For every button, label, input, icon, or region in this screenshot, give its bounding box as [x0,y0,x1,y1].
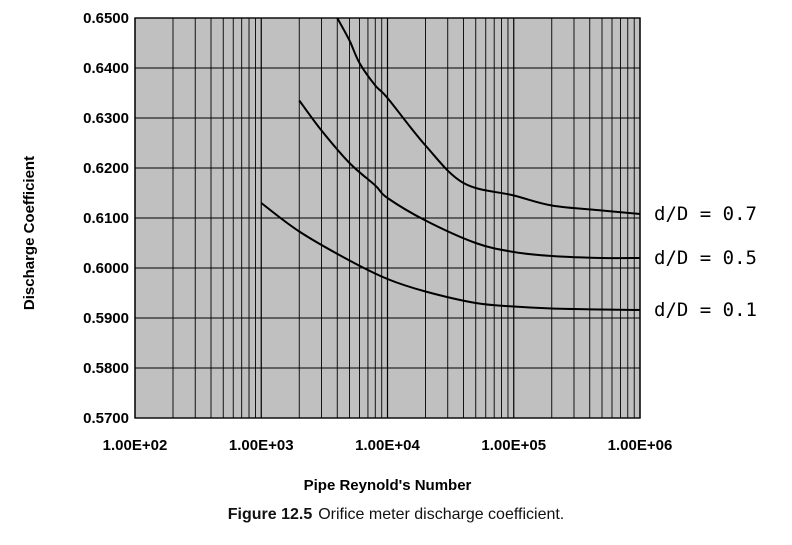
figure-caption-label: Figure 12.5 [227,506,313,523]
y-tick-label: 0.5900 [83,310,129,327]
series-label: d/D = 0.7 [654,203,757,225]
y-axis-title: Discharge Coefficient [21,156,38,310]
series-line [298,99,641,260]
series-lines [260,17,641,311]
y-tick-label: 0.6300 [83,110,129,127]
x-tick-label: 1.00E+03 [229,437,294,454]
x-axis-title: Pipe Reynold's Number [304,477,472,494]
x-tick-label: 1.00E+02 [103,437,168,454]
series-label: d/D = 0.5 [654,247,757,269]
y-tick-label: 0.6100 [83,210,129,227]
x-tick-label: 1.00E+05 [481,437,546,454]
grid [134,17,641,419]
series-line [336,17,641,215]
y-tick-label: 0.6200 [83,160,129,177]
series-label: d/D = 0.1 [654,299,757,321]
y-tick-label: 0.5700 [83,410,129,427]
series-line [260,202,641,311]
y-tick-label: 0.6000 [83,260,129,277]
x-tick-label: 1.00E+06 [608,437,673,454]
y-tick-labels: 0.5700 0.5800 0.5900 0.6000 0.6100 0.6200 0.63… [83,10,129,427]
y-tick-label: 0.5800 [83,360,129,377]
figure-caption: Figure 12.5 Orifice meter discharge coeff… [0,506,792,524]
x-tick-label: 1.00E+04 [355,437,420,454]
x-tick-labels: 1.00E+02 1.00E+03 1.00E+04 1.00E+05 1.00E+06 [103,437,673,454]
y-tick-label: 0.6500 [83,10,129,27]
series-labels: d/D = 0.7 d/D = 0.5 d/D = 0.1 [654,203,757,321]
plot-border [134,17,641,419]
y-tick-label: 0.6400 [83,60,129,77]
figure-caption-text: Orifice meter discharge coefficient. [318,506,565,523]
